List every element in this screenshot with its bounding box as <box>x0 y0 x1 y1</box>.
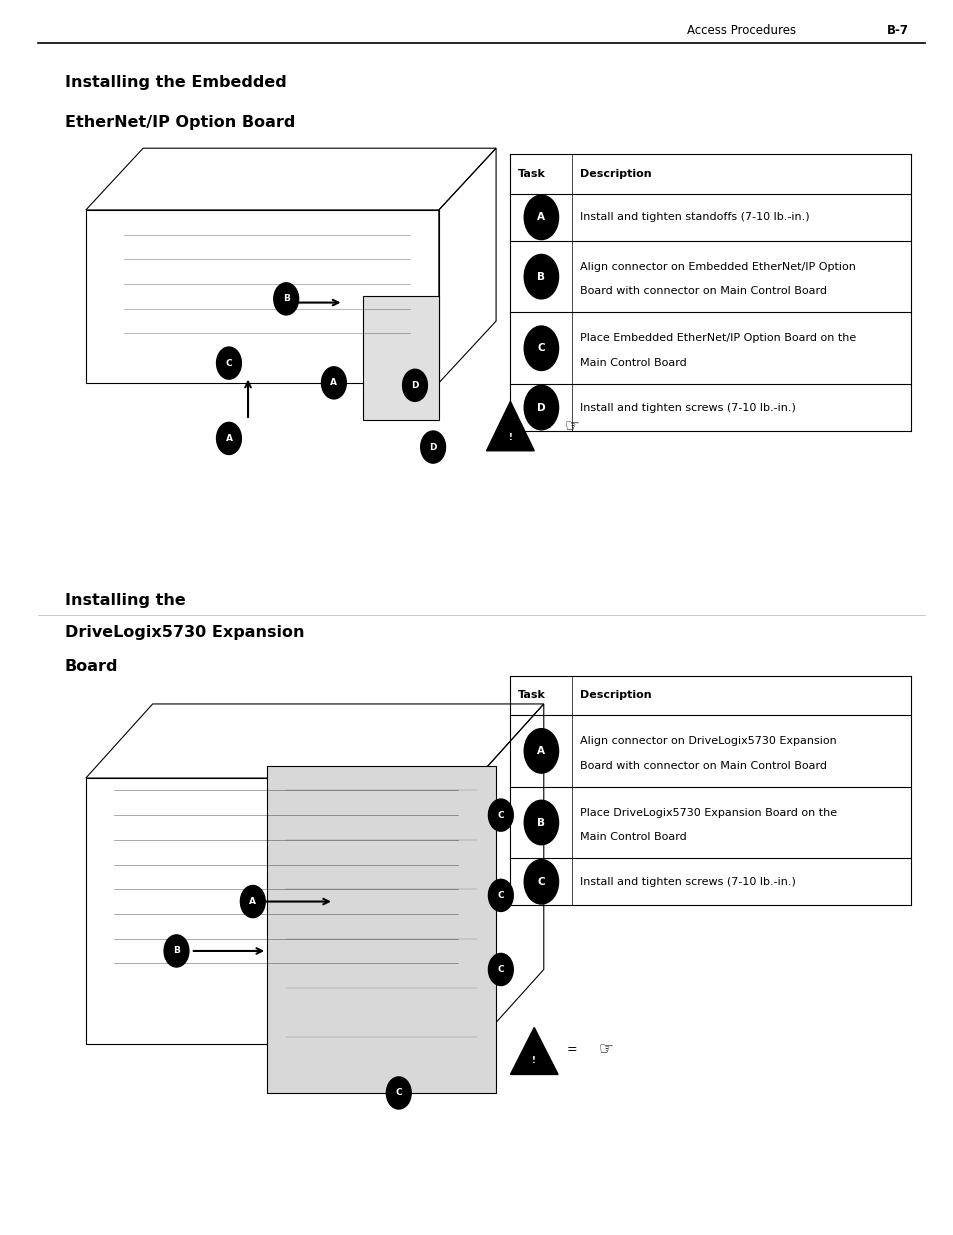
Circle shape <box>524 385 558 430</box>
Circle shape <box>524 326 558 370</box>
Circle shape <box>274 283 298 315</box>
Text: Board: Board <box>65 659 118 674</box>
Text: C: C <box>497 810 503 820</box>
Polygon shape <box>362 296 438 420</box>
Circle shape <box>524 729 558 773</box>
Text: C: C <box>497 965 503 974</box>
Text: Task: Task <box>517 169 545 179</box>
Circle shape <box>524 860 558 904</box>
Circle shape <box>524 195 558 240</box>
Text: B: B <box>537 818 545 827</box>
Text: Installing the: Installing the <box>65 593 186 608</box>
Text: C: C <box>226 358 232 368</box>
Text: ☞: ☞ <box>598 1041 613 1058</box>
Circle shape <box>164 935 189 967</box>
Circle shape <box>524 254 558 299</box>
Text: ☞: ☞ <box>564 417 579 435</box>
Text: A: A <box>537 746 545 756</box>
Text: =: = <box>566 1044 578 1056</box>
Text: B: B <box>537 272 545 282</box>
Text: Align connector on Embedded EtherNet/IP Option: Align connector on Embedded EtherNet/IP … <box>579 262 855 272</box>
Polygon shape <box>510 1028 558 1074</box>
Text: =: = <box>539 420 551 432</box>
Circle shape <box>321 367 346 399</box>
Text: Task: Task <box>517 690 545 700</box>
Text: D: D <box>537 403 545 412</box>
Text: Description: Description <box>579 690 651 700</box>
Text: A: A <box>249 897 256 906</box>
Text: Installing the Embedded: Installing the Embedded <box>65 75 286 90</box>
Text: Board with connector on Main Control Board: Board with connector on Main Control Boa… <box>579 287 826 296</box>
Text: Place Embedded EtherNet/IP Option Board on the: Place Embedded EtherNet/IP Option Board … <box>579 333 856 343</box>
Text: EtherNet/IP Option Board: EtherNet/IP Option Board <box>65 115 294 130</box>
Text: Main Control Board: Main Control Board <box>579 358 686 368</box>
Circle shape <box>488 953 513 986</box>
Circle shape <box>524 800 558 845</box>
Text: A: A <box>537 212 545 222</box>
Text: Main Control Board: Main Control Board <box>579 832 686 842</box>
Text: A: A <box>330 378 337 388</box>
Circle shape <box>216 422 241 454</box>
Text: Align connector on DriveLogix5730 Expansion: Align connector on DriveLogix5730 Expans… <box>579 736 836 746</box>
Circle shape <box>386 1077 411 1109</box>
Text: Install and tighten standoffs (7-10 lb.-in.): Install and tighten standoffs (7-10 lb.-… <box>579 212 809 222</box>
Text: !: ! <box>532 1056 536 1066</box>
Text: B: B <box>282 294 290 304</box>
Polygon shape <box>267 766 496 1093</box>
Text: Install and tighten screws (7-10 lb.-in.): Install and tighten screws (7-10 lb.-in.… <box>579 877 795 887</box>
Circle shape <box>420 431 445 463</box>
Text: Access Procedures: Access Procedures <box>686 25 795 37</box>
Text: Place DriveLogix5730 Expansion Board on the: Place DriveLogix5730 Expansion Board on … <box>579 808 837 818</box>
Text: Board with connector on Main Control Board: Board with connector on Main Control Boa… <box>579 761 826 771</box>
Text: C: C <box>497 890 503 900</box>
Text: Description: Description <box>579 169 651 179</box>
Text: C: C <box>395 1088 401 1098</box>
Text: Install and tighten screws (7-10 lb.-in.): Install and tighten screws (7-10 lb.-in.… <box>579 403 795 412</box>
Text: C: C <box>537 877 544 887</box>
Text: DriveLogix5730 Expansion: DriveLogix5730 Expansion <box>65 625 304 640</box>
Text: B-7: B-7 <box>886 25 908 37</box>
Text: A: A <box>225 433 233 443</box>
Circle shape <box>240 885 265 918</box>
Circle shape <box>402 369 427 401</box>
Circle shape <box>216 347 241 379</box>
Text: !: ! <box>508 432 512 442</box>
Text: D: D <box>411 380 418 390</box>
Text: C: C <box>537 343 544 353</box>
Circle shape <box>488 879 513 911</box>
Circle shape <box>488 799 513 831</box>
Text: B: B <box>172 946 180 956</box>
Text: D: D <box>429 442 436 452</box>
Polygon shape <box>486 401 534 451</box>
